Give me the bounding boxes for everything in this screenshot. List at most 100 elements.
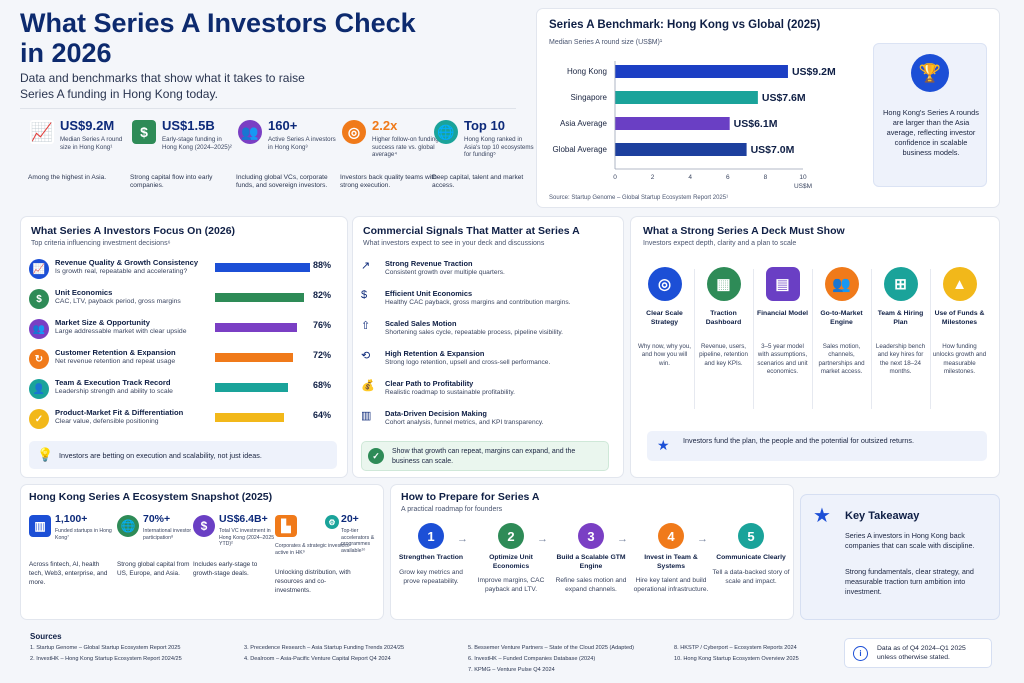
stat-label: Higher follow-on funding success rate vs… [372, 136, 439, 159]
focus-item-percent: 68% [313, 380, 332, 390]
benchmark-source: Source: Startup Genome – Global Startup … [549, 195, 729, 201]
signal-item: $ Efficient Unit Economics Healthy CAC pay… [361, 287, 611, 315]
target-icon: ◎ [342, 120, 366, 144]
step-number: 1 [418, 523, 444, 549]
signal-item: ⇧ Scaled Sales Motion Shortening sales cyc… [361, 317, 611, 345]
deck-item-desc: Revenue, users, pipeline, retention and … [699, 343, 748, 367]
focus-item-desc: Large addressable market with clear upsi… [55, 328, 187, 335]
deck-card: What a Strong Series A Deck Must Show In… [630, 216, 1000, 478]
deck-note: Investors fund the plan, the people and … [683, 436, 914, 445]
chart-growth-icon: 📈 [30, 120, 54, 144]
x-tick-label: 10 [799, 174, 807, 181]
step-title: Build a Scalable GTM Engine [556, 554, 626, 570]
bar-category-label: Global Average [552, 145, 607, 154]
stat-label: Early-stage funding in Hong Kong (2024–2… [162, 136, 232, 151]
stat-foot: Among the highest in Asia. [28, 174, 107, 181]
stat-label: Hong Kong ranked in Asia's top 10 ecosys… [464, 136, 534, 159]
source-item: 1. Startup Genome – Global Startup Ecosy… [30, 645, 181, 651]
signal-item-desc: Shortening sales cycle, repeatable proce… [385, 329, 564, 336]
arrow-right-icon: → [537, 533, 548, 545]
dashboard-icon: ▦ [706, 267, 741, 301]
signal-item: ⟲ High Retention & Expansion Strong logo r… [361, 347, 611, 375]
star-icon: ★ [813, 505, 831, 527]
focus-item-bar [215, 323, 298, 332]
ecosystem-desc: Strong global capital from US, Europe, a… [117, 561, 190, 577]
ecosystem-label: Funded startups in Hong Kong⁷ [55, 528, 112, 541]
x-tick-label: 0 [613, 174, 617, 181]
deck-item: ▤ Financial Model 3–5 year model with assu… [755, 267, 810, 417]
stat-label: Median Series A round size in Hong Kong¹ [60, 136, 123, 151]
deck-item-desc: How funding unlocks growth and measurabl… [932, 343, 987, 376]
deck-item-title: Traction Dashboard [705, 310, 742, 326]
focus-item-percent: 72% [313, 350, 332, 360]
signal-item-desc: Consistent growth over multiple quarters… [385, 269, 505, 276]
globe-icon: 🌐 [117, 515, 139, 537]
step-desc: Hire key talent and build operational in… [633, 577, 709, 594]
benchmark-insight-box: 🏆 Hong Kong's Series A rounds are larger… [873, 43, 987, 187]
signals-note-box: ✓ Show that growth can repeat, margins c… [361, 441, 609, 471]
signal-item-desc: Realistic roadmap to sustainable profita… [385, 389, 515, 396]
stat-active-investors: 👥 160+ Active Series A investors in Hong… [236, 116, 338, 208]
bar-value-label: US$9.2M [792, 66, 836, 78]
stat-value: US$1.5B [162, 118, 215, 133]
focus-item-title: Revenue Quality & Growth Consistency [55, 258, 199, 267]
funds-chart-icon: ▲ [942, 267, 977, 301]
signal-item: ▥ Data-Driven Decision Making Cohort analy… [361, 407, 611, 435]
ecosystem-desc: Includes early-stage to growth-stage dea… [193, 561, 258, 577]
deck-item-desc: Leadership bench and key hires for the n… [875, 343, 926, 376]
focus-item-percent: 88% [313, 260, 332, 270]
calculator-icon: ▤ [765, 267, 800, 301]
stat-median-round: 📈 US$9.2M Median Series A round size in … [28, 116, 130, 208]
star-icon: ★ [657, 437, 670, 453]
focus-item-bar [215, 353, 293, 362]
focus-item: 👤 Team & Execution Track Record Leadership… [29, 377, 359, 403]
focus-note-box: 💡 Investors are betting on execution and… [29, 441, 337, 469]
retention-icon: ⟲ [361, 350, 371, 362]
step-desc: Improve margins, CAC payback and LTV. [477, 577, 545, 594]
deck-title: What a Strong Series A Deck Must Show [643, 225, 845, 237]
deck-item-desc: 3–5 year model with assumptions, scenari… [757, 343, 808, 376]
signals-title: Commercial Signals That Matter at Series… [363, 225, 580, 237]
step-number: 5 [738, 523, 764, 549]
check-icon: ✓ [368, 448, 384, 464]
bar [615, 117, 730, 130]
ecosystem-title: Hong Kong Series A Ecosystem Snapshot (2… [29, 491, 273, 503]
benchmark-title: Series A Benchmark: Hong Kong vs Global … [549, 19, 821, 31]
arrow-right-icon: → [457, 533, 468, 545]
deck-item: ⊞ Team & Hiring Plan Leadership bench and … [873, 267, 928, 417]
shield-icon: ✓ [29, 409, 49, 429]
step-number: 2 [498, 523, 524, 549]
prepare-step: 1 Strengthen Traction Grow key metrics and… [391, 523, 471, 586]
factory-icon: ▙ [275, 515, 297, 537]
signal-item-title: Efficient Unit Economics [385, 289, 473, 298]
stat-early-funding: $ US$1.5B Early-stage funding in Hong Ko… [130, 116, 232, 208]
focus-item: 👥 Market Size & Opportunity Large addressa… [29, 317, 359, 343]
deck-item: ▲ Use of Funds & Milestones How funding un… [932, 267, 987, 417]
prepare-step: 2 Optimize Unit Economics Improve margins,… [471, 523, 551, 594]
signals-note: Show that growth can repeat, margins can… [392, 448, 576, 465]
deck-item: ▦ Traction Dashboard Revenue, users, pipel… [696, 267, 751, 417]
data-date-box: i Data as of Q4 2024–Q1 2025 unless othe… [844, 638, 992, 668]
deck-item: ◎ Clear Scale Strategy Why now, why you, a… [637, 267, 692, 417]
x-tick-label: 2 [651, 174, 655, 181]
step-number: 4 [658, 523, 684, 549]
step-title: Strengthen Traction [398, 554, 464, 561]
ecosystem-label: International investor participation⁸ [143, 528, 192, 541]
source-item: 6. InvestHK – Funded Companies Database … [468, 656, 596, 662]
arrow-right-icon: → [617, 533, 628, 545]
takeaway-card: ★ Key Takeaway Series A investors in Hon… [800, 494, 1000, 620]
deck-item-desc: Sales motion, channels, partnerships and… [818, 343, 865, 376]
focus-item-desc: Is growth real, repeatable and accelerat… [55, 268, 188, 275]
signals-card: Commercial Signals That Matter at Series… [352, 216, 624, 478]
deck-note-box: ★ Investors fund the plan, the people an… [647, 431, 987, 461]
data-date-note: Data as of Q4 2024–Q1 2025 unless otherw… [877, 645, 966, 661]
focus-item: ↻ Customer Retention & Expansion Net reven… [29, 347, 359, 373]
ecosystem-label: Corporates & strategic investors active … [275, 543, 349, 556]
ecosystem-value: US$6.4B+ [219, 513, 268, 525]
target-icon: ◎ [647, 267, 682, 301]
focus-title: What Series A Investors Focus On (2026) [31, 225, 236, 237]
focus-item-bar [215, 413, 285, 422]
stat-foot: Strong capital flow into early companies… [130, 174, 213, 189]
page-title: What Series A Investors Check in 2026 [20, 8, 416, 68]
stat-label: Active Series A investors in Hong Kong³ [268, 136, 336, 151]
